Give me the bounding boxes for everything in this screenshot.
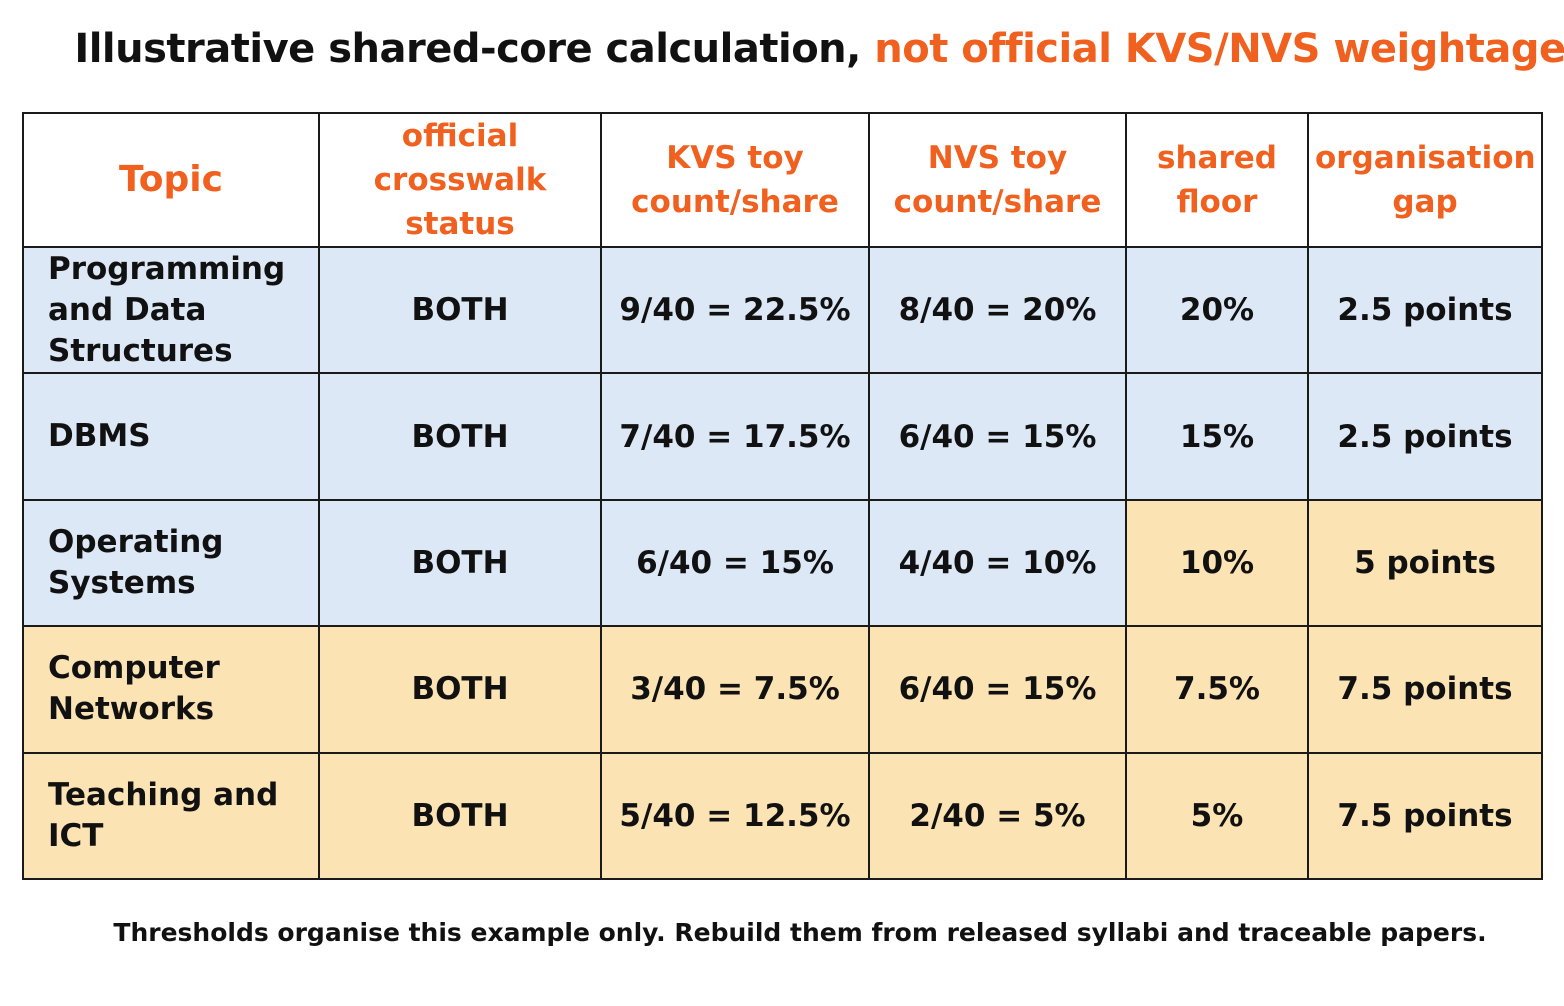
kvs-cell: 7/40 = 17.5%	[600, 372, 870, 501]
status-cell: BOTH	[318, 245, 602, 375]
header-nvs: NVS toy count/share	[868, 112, 1127, 248]
nvs-cell: 2/40 = 5%	[868, 751, 1127, 881]
table-row: Operating Systems BOTH 6/40 = 15% 4/40 =…	[22, 498, 1543, 628]
table-row: Computer Networks BOTH 3/40 = 7.5% 6/40 …	[22, 625, 1543, 754]
gap-cell: 7.5 points	[1307, 625, 1543, 754]
header-topic: Topic	[22, 112, 320, 248]
status-cell: BOTH	[318, 372, 602, 501]
title-main: Illustrative shared-core calculation,	[74, 26, 875, 72]
header-row: Topic official crosswalk status KVS toy …	[22, 112, 1543, 248]
kvs-cell: 9/40 = 22.5%	[600, 245, 870, 375]
topic-cell: Computer Networks	[22, 625, 320, 754]
gap-cell: 2.5 points	[1307, 245, 1543, 375]
header-gap: organisation gap	[1307, 112, 1543, 248]
topic-cell: Operating Systems	[22, 498, 320, 628]
status-cell: BOTH	[318, 625, 602, 754]
header-floor: shared floor	[1125, 112, 1309, 248]
gap-cell: 2.5 points	[1307, 372, 1543, 501]
nvs-cell: 4/40 = 10%	[868, 498, 1127, 628]
table-row: Teaching and ICT BOTH 5/40 = 12.5% 2/40 …	[22, 751, 1543, 881]
title-accent: not official KVS/NVS weightage	[874, 26, 1564, 72]
table-row: Programming and Data Structures BOTH 9/4…	[22, 245, 1543, 375]
gap-cell: 5 points	[1307, 498, 1543, 628]
floor-cell: 10%	[1125, 498, 1309, 628]
floor-cell: 7.5%	[1125, 625, 1309, 754]
kvs-cell: 5/40 = 12.5%	[600, 751, 870, 881]
nvs-cell: 6/40 = 15%	[868, 625, 1127, 754]
table-row: DBMS BOTH 7/40 = 17.5% 6/40 = 15% 15% 2.…	[22, 372, 1543, 501]
status-cell: BOTH	[318, 751, 602, 881]
kvs-cell: 6/40 = 15%	[600, 498, 870, 628]
nvs-cell: 8/40 = 20%	[868, 245, 1127, 375]
page-title: Illustrative shared-core calculation, no…	[0, 26, 1564, 72]
header-status: official crosswalk status	[318, 112, 602, 248]
floor-cell: 5%	[1125, 751, 1309, 881]
topic-cell: DBMS	[22, 372, 320, 501]
floor-cell: 15%	[1125, 372, 1309, 501]
topic-cell: Programming and Data Structures	[22, 245, 320, 375]
floor-cell: 20%	[1125, 245, 1309, 375]
header-kvs: KVS toy count/share	[600, 112, 870, 248]
nvs-cell: 6/40 = 15%	[868, 372, 1127, 501]
status-cell: BOTH	[318, 498, 602, 628]
shared-core-table: Topic official crosswalk status KVS toy …	[22, 112, 1543, 881]
gap-cell: 7.5 points	[1307, 751, 1543, 881]
kvs-cell: 3/40 = 7.5%	[600, 625, 870, 754]
footer-note: Thresholds organise this example only. R…	[113, 918, 1487, 947]
topic-cell: Teaching and ICT	[22, 751, 320, 881]
